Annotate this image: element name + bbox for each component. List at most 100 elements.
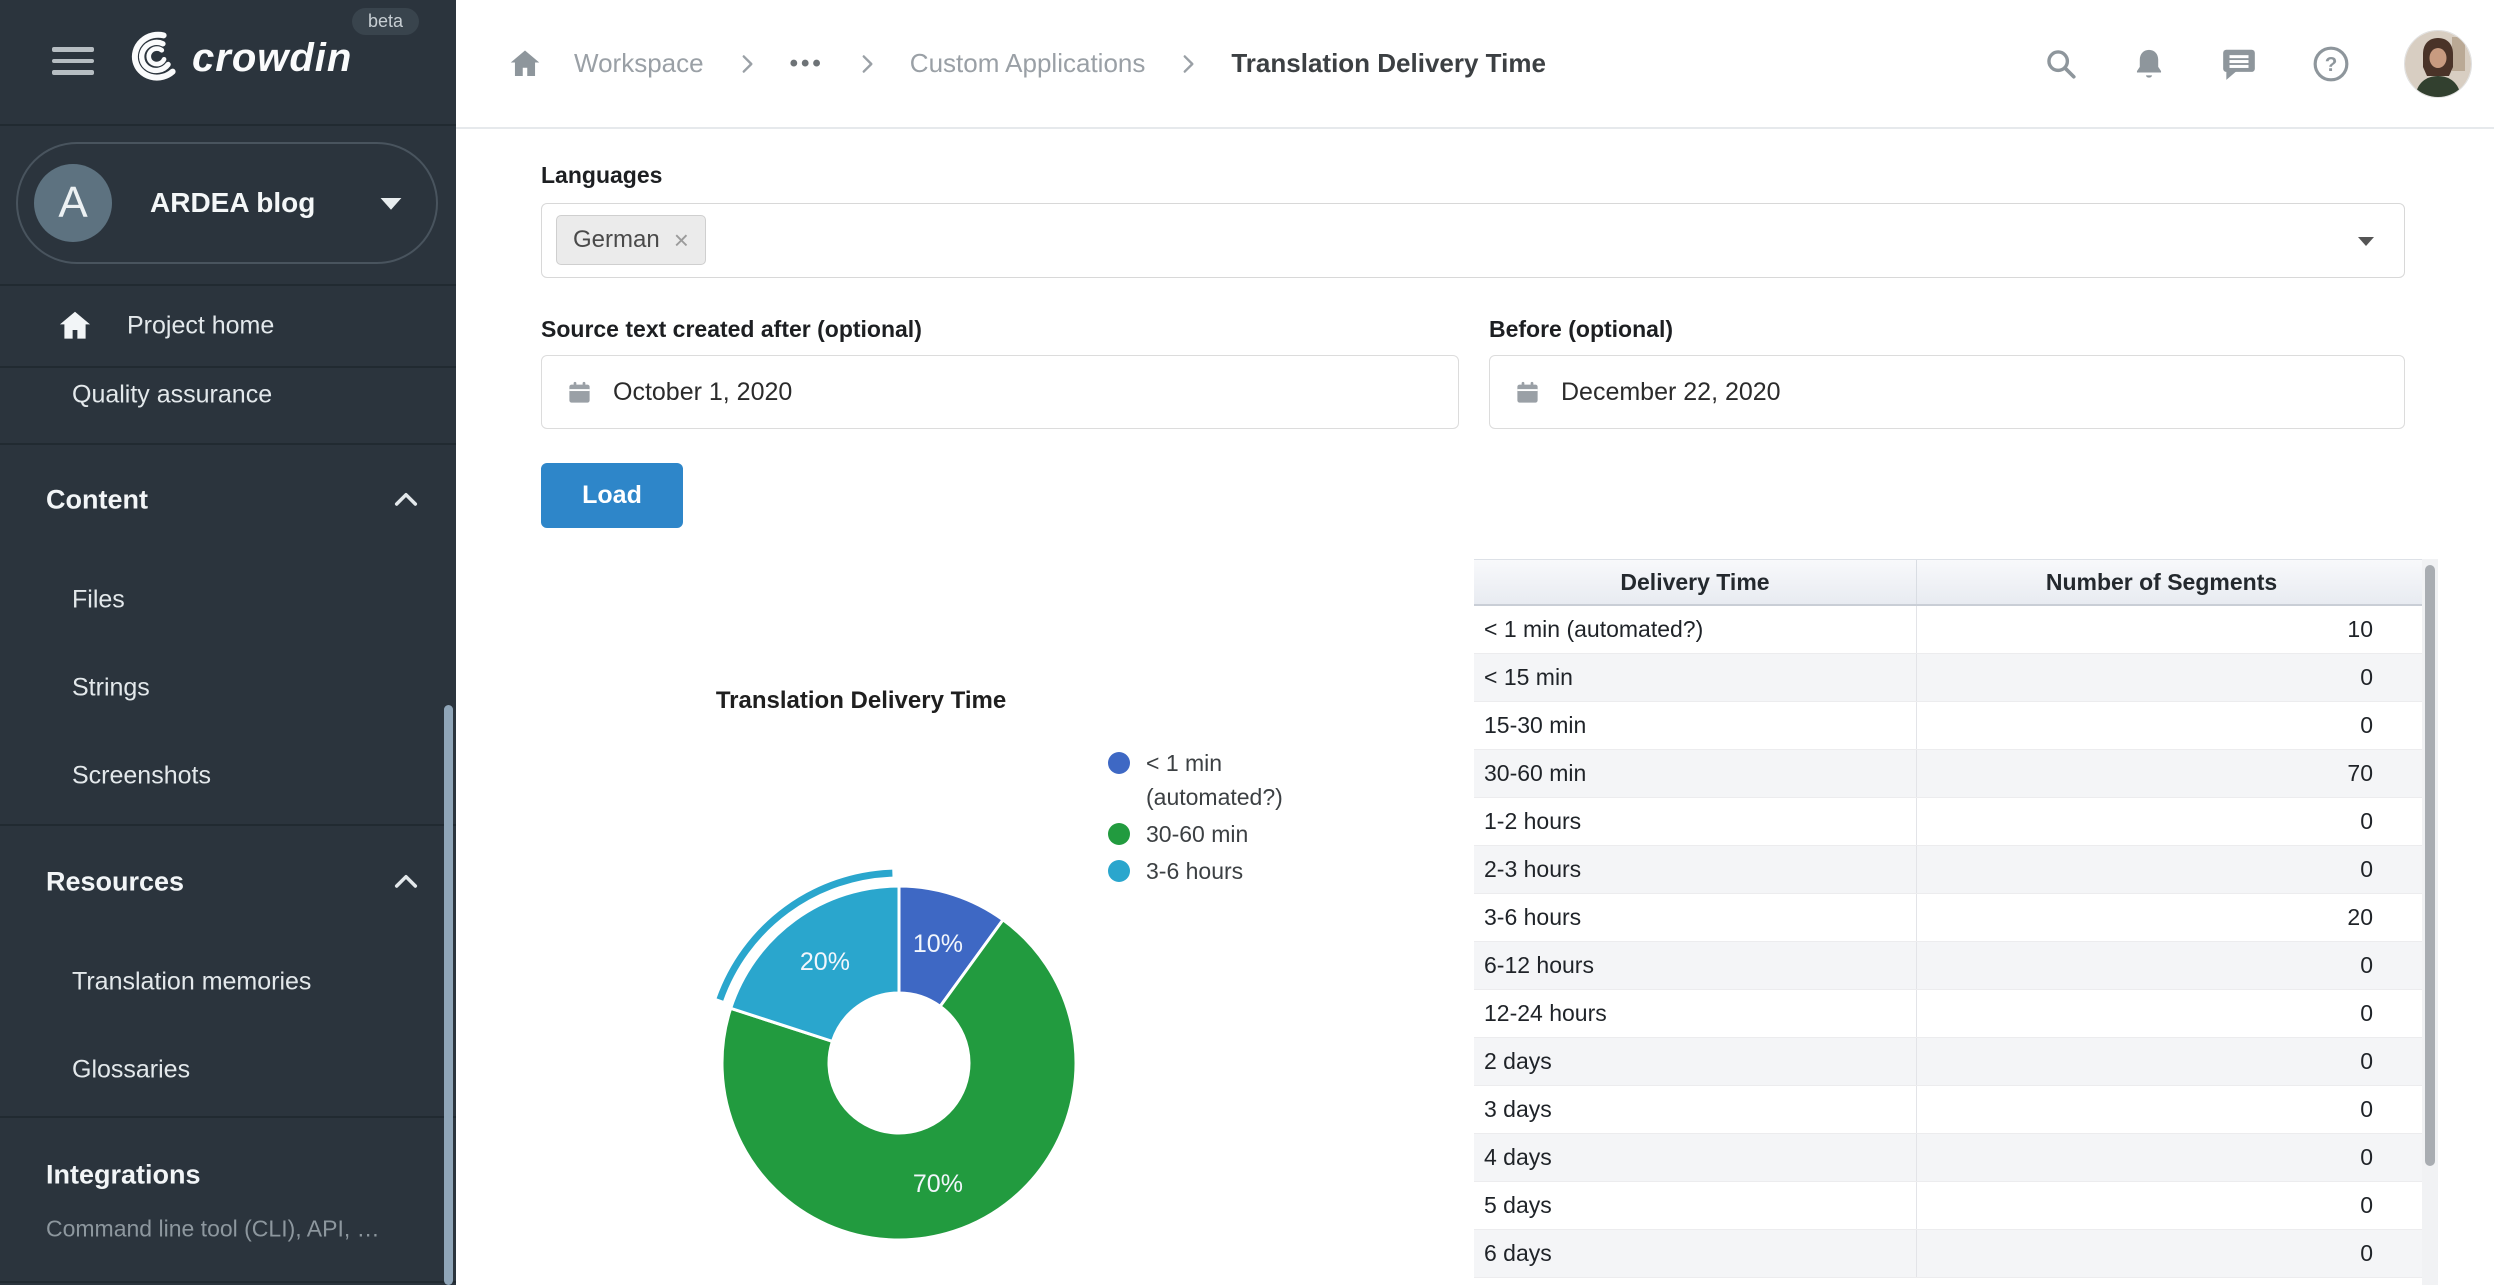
home-icon [59,311,91,339]
selected-language-label: German [573,226,660,253]
project-name: ARDEA blog [150,187,316,218]
remove-language-icon[interactable]: × [673,224,689,255]
slice-percent-label: 10% [913,930,963,958]
section-integrations[interactable]: Integrations [46,1159,201,1190]
table-row: 1-2 hours 0 [1474,798,2422,846]
help-icon[interactable]: ? [2312,45,2350,83]
segments-cell: 0 [2360,1000,2373,1026]
integrations-subtitle: Command line tool (CLI), API, … [46,1215,380,1242]
delivery-time-cell: 5 days [1474,1182,1917,1229]
date-after-label: Source text created after (optional) [541,316,922,342]
breadcrumb: Workspace ••• Custom Applications Transl… [456,46,2044,82]
table-scrollbar[interactable] [2425,565,2435,1166]
table-row: 6 days 0 [1474,1230,2422,1278]
sidebar-item-strings[interactable]: Strings [72,673,150,702]
bell-icon[interactable] [2132,46,2166,82]
sidebar: crowdin beta A ARDEA blog Project home Q… [0,0,456,1285]
breadcrumb-custom-applications[interactable]: Custom Applications [909,48,1146,78]
user-avatar[interactable] [2404,29,2472,98]
table-body: < 1 min (automated?) 10 < 15 min 0 15-30 min… [1474,606,2422,1278]
segments-cell: 20 [2347,904,2373,930]
legend-marker [1108,752,1130,774]
section-resources[interactable]: Resources [46,866,185,897]
segments-cell: 0 [2360,712,2373,738]
table-row: 3 days 0 [1474,1086,2422,1134]
table-row: 6-12 hours 0 [1474,942,2422,990]
section-content[interactable]: Content [46,484,148,515]
delivery-time-cell: 15-30 min [1474,702,1917,749]
languages-label: Languages [541,162,663,188]
header-number-of-segments: Number of Segments [2045,568,2278,595]
divider [0,284,456,286]
table-row: 4 days 0 [1474,1134,2422,1182]
delivery-time-cell: 1-2 hours [1474,798,1917,845]
project-avatar: A [34,164,112,242]
slice-percent-label: 20% [800,948,850,976]
search-icon[interactable] [2044,47,2078,81]
delivery-time-cell: 6 days [1474,1230,1917,1277]
legend-item[interactable]: < 1 min (automated?) [1108,746,1338,814]
date-before-label: Before (optional) [1489,316,1673,342]
delivery-time-cell: 2-3 hours [1474,846,1917,893]
table-row: < 15 min 0 [1474,654,2422,702]
sidebar-scrollbar[interactable] [444,705,453,1285]
segments-cell: 0 [2360,664,2373,690]
table-row: 3-6 hours 20 [1474,894,2422,942]
table-scrollbar-track[interactable] [2422,559,2438,1285]
legend-item[interactable]: 3-6 hours [1108,854,1338,888]
calendar-icon [1517,381,1538,403]
donut-chart: 10% 70% 20% [699,863,1099,1263]
delivery-time-cell: < 1 min (automated?) [1474,606,1917,653]
legend-marker [1108,860,1130,882]
legend-marker [1108,823,1130,845]
main-content: Languages German × Source text created a… [456,129,2494,1285]
chart-title: Translation Delivery Time [715,687,1007,714]
home-icon[interactable] [506,46,544,82]
menu-icon[interactable] [52,47,94,82]
svg-text:?: ? [2325,53,2338,76]
breadcrumb-more[interactable]: ••• [789,49,824,77]
crowdin-logo-icon [131,31,176,81]
sidebar-item-glossaries[interactable]: Glossaries [72,1055,191,1084]
table-row: 12-24 hours 0 [1474,990,2422,1038]
sidebar-item-project-home[interactable]: Project home [127,311,275,340]
sidebar-item-screenshots[interactable]: Screenshots [72,761,211,790]
legend-label: 3-6 hours [1146,858,1244,884]
segments-cell: 0 [2360,1192,2373,1218]
segments-cell: 0 [2360,1048,2373,1074]
table-row: 30-60 min 70 [1474,750,2422,798]
chat-icon[interactable] [2220,45,2258,83]
chevron-right-icon [862,54,873,73]
date-after-input[interactable]: October 1, 2020 [541,355,1459,429]
donut-slice[interactable] [728,884,901,1044]
breadcrumb-workspace[interactable]: Workspace [574,48,704,78]
legend-item[interactable]: 30-60 min [1108,817,1338,851]
chevron-up-icon[interactable] [390,484,422,516]
segments-cell: 0 [2360,808,2373,834]
languages-select[interactable]: German × [541,203,2405,278]
donut-slice[interactable] [720,917,1078,1242]
date-before-input[interactable]: December 22, 2020 [1489,355,2405,429]
chevron-down-icon [2358,237,2374,246]
segments-table: Delivery Time Number of Segments < 1 min… [1474,559,2438,1285]
chevron-up-icon[interactable] [390,866,422,898]
delivery-time-cell: 3 days [1474,1086,1917,1133]
table-row: 5 days 0 [1474,1182,2422,1230]
table-row: 2-3 hours 0 [1474,846,2422,894]
divider [0,366,456,368]
project-selector[interactable]: A ARDEA blog [16,142,438,264]
crowdin-logo[interactable]: crowdin [118,22,352,94]
legend-label: 30-60 min [1146,821,1249,847]
delivery-time-cell: 4 days [1474,1134,1917,1181]
delivery-time-cell: 30-60 min [1474,750,1917,797]
table-row: 15-30 min 0 [1474,702,2422,750]
chevron-right-icon [1183,54,1194,73]
legend-label: < 1 min (automated?) [1146,750,1283,810]
segments-cell: 0 [2360,856,2373,882]
load-button[interactable]: Load [541,463,683,528]
sidebar-item-quality-assurance[interactable]: Quality assurance [72,380,273,409]
chevron-down-icon [380,198,402,210]
sidebar-item-translation-memories[interactable]: Translation memories [72,967,312,996]
sidebar-item-files[interactable]: Files [72,585,125,614]
calendar-icon [569,381,590,403]
